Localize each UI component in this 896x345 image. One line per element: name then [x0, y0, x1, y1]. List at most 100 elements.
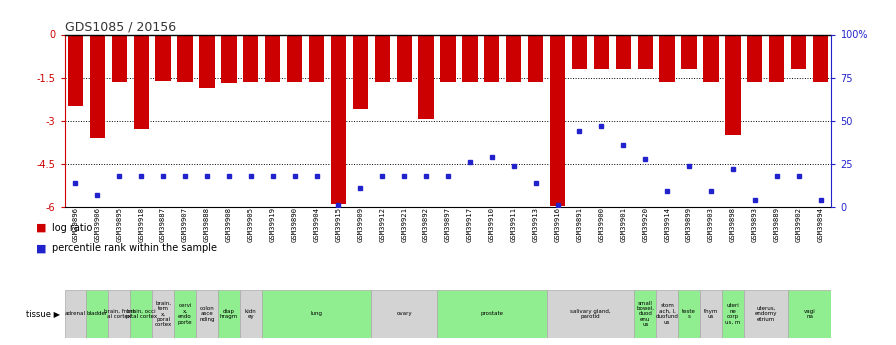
Text: GSM39916: GSM39916	[555, 207, 561, 242]
Bar	[437, 290, 547, 338]
Bar	[722, 290, 744, 338]
Bar	[788, 290, 831, 338]
Text: GSM39887: GSM39887	[160, 207, 166, 242]
Text: GSM39890: GSM39890	[291, 207, 297, 242]
Bar	[594, 34, 609, 69]
Text: ■: ■	[36, 244, 47, 253]
Bar	[86, 290, 108, 338]
Bar	[152, 290, 174, 338]
Text: brain, occi
pital cortex: brain, occi pital cortex	[125, 309, 157, 319]
Text: GSM39902: GSM39902	[796, 207, 802, 242]
Text: GSM39906: GSM39906	[94, 207, 100, 242]
Bar	[112, 34, 127, 82]
Text: percentile rank within the sample: percentile rank within the sample	[52, 244, 217, 253]
Bar	[262, 290, 371, 338]
Text: GSM39915: GSM39915	[335, 207, 341, 242]
Bar	[506, 34, 521, 82]
Text: GSM39917: GSM39917	[467, 207, 473, 242]
Text: GSM39896: GSM39896	[73, 207, 79, 242]
Text: GDS1085 / 20156: GDS1085 / 20156	[65, 20, 176, 33]
Text: cervi
x,
endo
porte: cervi x, endo porte	[177, 303, 193, 325]
Bar	[572, 34, 587, 69]
Text: GSM39899: GSM39899	[686, 207, 692, 242]
Bar	[659, 34, 675, 82]
Text: small
bowel,
duod
enu
us: small bowel, duod enu us	[636, 300, 654, 327]
Bar	[547, 290, 634, 338]
Bar	[243, 34, 258, 82]
Text: GSM39918: GSM39918	[138, 207, 144, 242]
Bar	[353, 34, 368, 109]
Text: salivary gland,
parotid: salivary gland, parotid	[570, 309, 611, 319]
Text: lung: lung	[311, 312, 323, 316]
Text: diap
hragm: diap hragm	[220, 309, 238, 319]
Text: GSM39900: GSM39900	[599, 207, 605, 242]
Bar	[484, 34, 499, 82]
Bar	[218, 290, 240, 338]
Bar	[528, 34, 543, 82]
Bar	[462, 34, 478, 82]
Bar	[155, 34, 171, 80]
Bar	[371, 290, 437, 338]
Text: GSM39891: GSM39891	[576, 207, 582, 242]
Text: GSM39911: GSM39911	[511, 207, 517, 242]
Bar	[678, 290, 700, 338]
Bar	[813, 34, 828, 82]
Text: prostate: prostate	[480, 312, 504, 316]
Text: ovary: ovary	[396, 312, 412, 316]
Bar	[240, 290, 262, 338]
Bar	[747, 34, 762, 82]
Bar	[681, 34, 697, 69]
Text: GSM39909: GSM39909	[358, 207, 364, 242]
Text: GSM39912: GSM39912	[379, 207, 385, 242]
Text: GSM39910: GSM39910	[489, 207, 495, 242]
Text: GSM39901: GSM39901	[620, 207, 626, 242]
Text: GSM39905: GSM39905	[248, 207, 254, 242]
Text: GSM39895: GSM39895	[116, 207, 122, 242]
Text: log ratio: log ratio	[52, 223, 92, 233]
Text: GSM39888: GSM39888	[204, 207, 210, 242]
Text: vagi
na: vagi na	[804, 309, 815, 319]
Bar	[199, 34, 215, 88]
Bar	[174, 290, 196, 338]
Text: thym
us: thym us	[703, 309, 719, 319]
Text: kidn
ey: kidn ey	[245, 309, 256, 319]
Bar	[196, 290, 218, 338]
Text: GSM39907: GSM39907	[182, 207, 188, 242]
Bar	[700, 290, 722, 338]
Bar	[769, 34, 784, 82]
Bar	[65, 290, 86, 338]
Text: GSM39894: GSM39894	[817, 207, 823, 242]
Bar	[265, 34, 280, 82]
Bar	[656, 290, 678, 338]
Text: stom
ach, I,
duofund
us: stom ach, I, duofund us	[656, 303, 678, 325]
Text: GSM39893: GSM39893	[752, 207, 758, 242]
Text: GSM39920: GSM39920	[642, 207, 648, 242]
Bar	[634, 290, 656, 338]
Text: ■: ■	[36, 223, 47, 233]
Bar	[418, 34, 434, 119]
Bar	[703, 34, 719, 82]
Bar	[397, 34, 412, 82]
Bar	[550, 34, 565, 206]
Text: GSM39898: GSM39898	[730, 207, 736, 242]
Bar	[287, 34, 302, 82]
Text: GSM39892: GSM39892	[423, 207, 429, 242]
Bar	[134, 34, 149, 129]
Text: GSM39921: GSM39921	[401, 207, 407, 242]
Text: colon
asce
nding: colon asce nding	[199, 306, 215, 322]
Text: teste
s: teste s	[682, 309, 696, 319]
Bar	[791, 34, 806, 69]
Text: uterus,
endomy
etrium: uterus, endomy etrium	[754, 306, 777, 322]
Bar	[744, 290, 788, 338]
Bar	[440, 34, 456, 82]
Bar	[725, 34, 741, 135]
Text: tissue ▶: tissue ▶	[26, 309, 60, 318]
Bar	[375, 34, 390, 82]
Text: GSM39889: GSM39889	[774, 207, 780, 242]
Bar	[177, 34, 193, 82]
Bar	[309, 34, 324, 82]
Bar	[221, 34, 237, 83]
Text: GSM39908: GSM39908	[226, 207, 232, 242]
Text: adrenal: adrenal	[65, 312, 86, 316]
Text: GSM39919: GSM39919	[270, 207, 276, 242]
